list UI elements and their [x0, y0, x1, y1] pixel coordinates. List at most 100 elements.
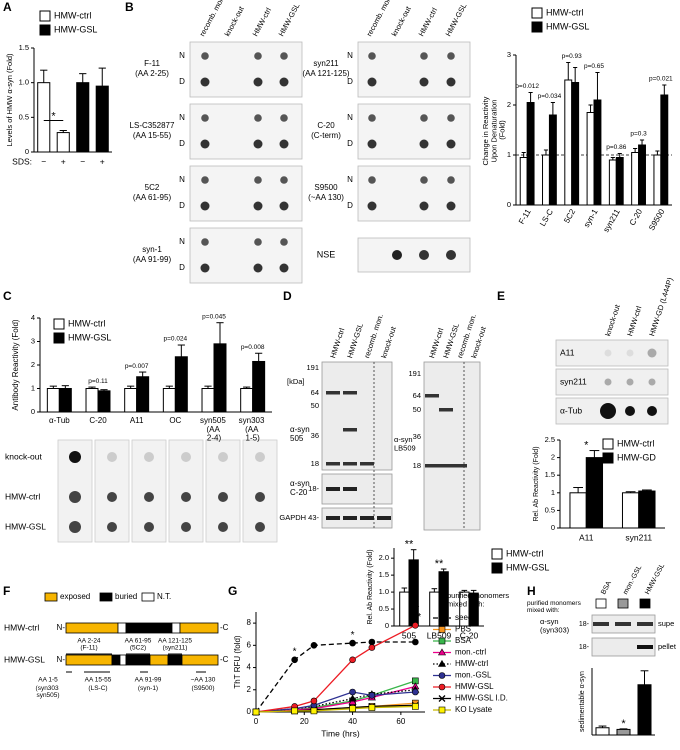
- y-tick-label: 3: [31, 336, 35, 345]
- row-label: HMW-GSL: [5, 521, 46, 531]
- blot-band: [425, 394, 439, 398]
- blot-spot: [419, 250, 429, 260]
- bar: [637, 684, 652, 736]
- legend-swatch: [99, 592, 113, 602]
- blot-spot: [419, 77, 429, 87]
- blot-spot: [420, 114, 428, 122]
- bar: [174, 356, 188, 413]
- legend-marker: [437, 648, 447, 656]
- annotation: p=0.3: [630, 131, 647, 138]
- x-tick-label: A11: [579, 532, 594, 542]
- blot-spot: [420, 176, 428, 184]
- bar: [58, 388, 72, 413]
- protein-segment: [125, 654, 151, 666]
- blot-spot: [69, 491, 81, 503]
- legend-label: HMW-GD: [617, 452, 656, 462]
- x-tick-label: 40: [348, 717, 357, 726]
- legend-label: HMW-GSL I.D.: [455, 694, 508, 703]
- bar: [240, 388, 254, 413]
- blot-spot: [280, 176, 288, 184]
- blot-spot: [69, 451, 81, 463]
- kda-marker: 50: [413, 405, 421, 414]
- annotation: p=0.11: [88, 378, 108, 385]
- bar: [585, 457, 604, 529]
- legend-swatch: [531, 7, 543, 19]
- row-label: knock-out: [5, 451, 42, 461]
- antibody-label: syn211: [313, 59, 339, 68]
- legend-label: HMW-GSL: [506, 562, 549, 572]
- row-label: N: [179, 51, 185, 60]
- x-tick-label: syn211: [625, 532, 652, 542]
- blot-spot: [446, 201, 456, 211]
- blot-strip: [189, 227, 303, 284]
- bar: [95, 85, 109, 153]
- series-line: [255, 624, 416, 713]
- y-tick-label: 0.5: [19, 112, 29, 121]
- legend-label: exposed: [60, 592, 90, 601]
- kda-marker: 50: [311, 401, 319, 410]
- annotation: *: [351, 630, 355, 641]
- antibody-label: S9500: [314, 183, 338, 192]
- blot-strip: [189, 165, 303, 222]
- y-tick-label: 1.5: [545, 470, 555, 479]
- legend-label: buried: [115, 592, 137, 601]
- bar: [37, 82, 51, 153]
- protein-segment: [125, 622, 173, 634]
- panel-label: C: [3, 289, 12, 303]
- annotation: p=0.034: [538, 93, 562, 100]
- legend-marker: [438, 672, 446, 679]
- data-point: [368, 638, 376, 646]
- panel-label: E: [497, 289, 505, 303]
- blot-spot: [107, 522, 117, 532]
- data-point: [368, 692, 376, 699]
- data-point: [349, 688, 356, 696]
- data-point: [310, 697, 318, 705]
- antibody-label: α-syn C-20: [290, 479, 312, 497]
- y-tick-label: 1: [551, 488, 555, 497]
- blot-spot: [625, 406, 635, 416]
- blot-spot: [107, 452, 117, 462]
- series-line: [255, 691, 416, 713]
- epitope-range: AA 1-5: [38, 677, 58, 684]
- legend-swatch: [53, 332, 65, 344]
- blot-spot: [368, 114, 376, 122]
- blot-spot: [279, 263, 289, 273]
- epitope-label: (C-term): [311, 131, 341, 140]
- protein-segment: [119, 654, 127, 666]
- bar: [429, 591, 440, 627]
- blot-spot: [200, 263, 210, 273]
- antibody-label: α-syn LB509: [394, 435, 416, 452]
- x-tick-label: α-Tub: [49, 416, 70, 425]
- data-point: [368, 644, 376, 651]
- panel-label: B: [125, 0, 134, 14]
- kda-marker: 36: [413, 432, 421, 441]
- legend-swatch: [39, 24, 51, 36]
- blot-spot: [255, 492, 265, 502]
- annotation: p=0.024: [163, 336, 187, 343]
- annotation: p=0.86: [606, 144, 626, 151]
- x-tick-label: 20: [300, 717, 309, 726]
- data-point: [252, 708, 260, 716]
- fraction-label: pellet: [658, 642, 677, 651]
- blot-spot: [600, 403, 616, 419]
- blot-spot: [447, 52, 455, 60]
- kda-marker: 191: [408, 369, 421, 378]
- legend-label: HMW-ctrl: [617, 438, 654, 448]
- blot-spot: [107, 492, 117, 502]
- y-tick-label: 8: [247, 618, 252, 627]
- blot-spot: [419, 201, 429, 211]
- legend-swatch: [53, 318, 65, 330]
- blot-spot: [201, 238, 209, 246]
- x-axis-label: Time (hrs): [321, 728, 360, 738]
- data-point: [310, 642, 318, 649]
- y-tick-label: 0: [247, 707, 252, 716]
- epitope-antibody: (LS-C): [88, 685, 107, 692]
- blot-band: [439, 408, 453, 412]
- y-axis-label: Rel. Ab Reactivity (Fold): [367, 549, 374, 624]
- epitope-label: (AA 91-99): [133, 255, 172, 264]
- antibody-label: α-syn 505: [290, 425, 312, 443]
- y-tick-label: 2: [551, 453, 555, 462]
- y-tick-label: 0: [385, 621, 389, 630]
- blot-spot: [368, 176, 376, 184]
- x-tick-label: C-20: [89, 416, 107, 425]
